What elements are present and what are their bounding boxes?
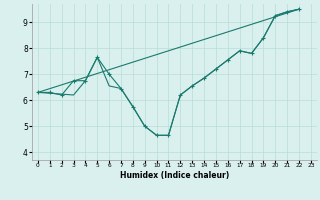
X-axis label: Humidex (Indice chaleur): Humidex (Indice chaleur): [120, 171, 229, 180]
